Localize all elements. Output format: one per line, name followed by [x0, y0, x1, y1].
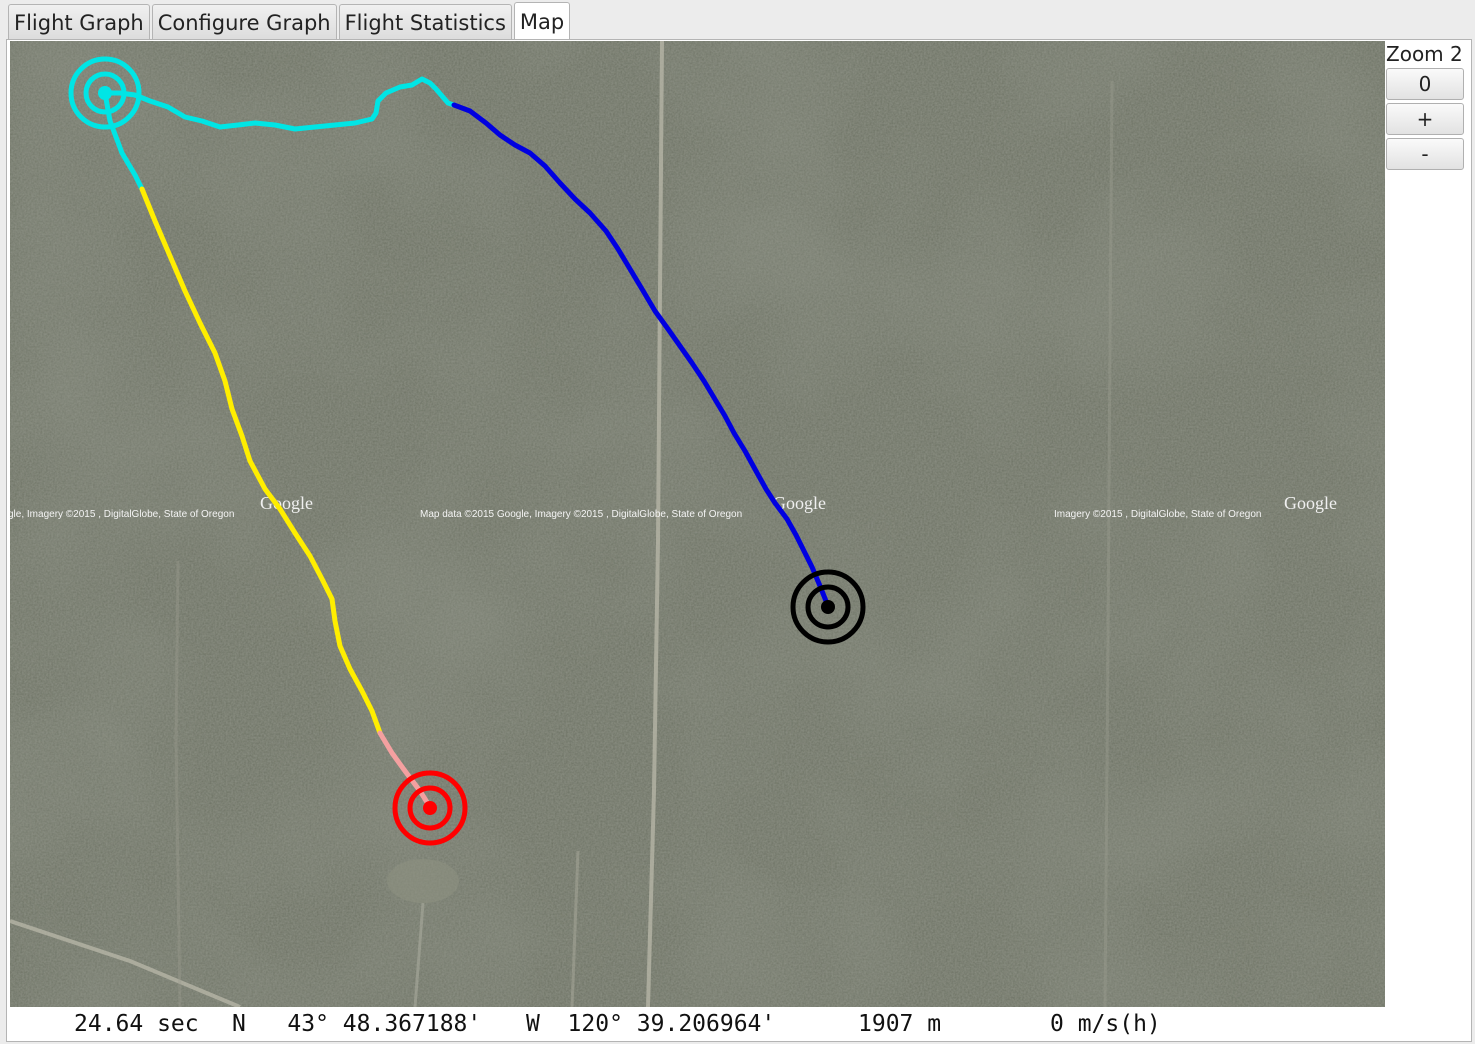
launch-marker[interactable] — [68, 56, 142, 130]
track-coast-cyan — [102, 76, 457, 132]
track-descent-blue — [451, 102, 831, 609]
attribution-center: Map data ©2015 Google, Imagery ©2015 , D… — [420, 509, 742, 520]
zoom-out-button[interactable]: - — [1386, 138, 1464, 170]
road-west-track — [174, 560, 182, 1007]
tab-flight-graph[interactable]: Flight Graph — [8, 4, 150, 40]
zoom-reset-button[interactable]: 0 — [1386, 68, 1464, 100]
zoom-in-button[interactable]: + — [1386, 103, 1464, 135]
status-altitude: 1907 m — [858, 1011, 942, 1037]
tab-map[interactable]: Map — [513, 2, 571, 40]
attribution-right: Imagery ©2015 , DigitalGlobe, State of O… — [1054, 509, 1261, 520]
tab-bar: Flight Graph Configure Graph Flight Stat… — [0, 0, 1475, 40]
tab-flight-statistics[interactable]: Flight Statistics — [338, 4, 512, 40]
track-drogue-yellow — [139, 186, 383, 736]
landing-marker[interactable] — [392, 770, 468, 846]
clearing — [387, 859, 459, 903]
road-south-spur — [413, 902, 425, 1007]
track-landing-pink — [377, 730, 433, 810]
imagery-shading — [10, 41, 1385, 1007]
google-logo-3: Google — [1284, 493, 1337, 513]
status-speed: 0 m/s(h) — [1050, 1011, 1161, 1037]
road-east-track — [1103, 80, 1114, 1007]
status-longitude: W 120° 39.206964' — [526, 1011, 776, 1037]
attribution-left: gle, Imagery ©2015 , DigitalGlobe, State… — [10, 509, 234, 520]
status-time: 24.64 sec — [74, 1011, 199, 1037]
map-canvas[interactable]: gle, Imagery ©2015 , DigitalGlobe, State… — [10, 41, 1385, 1007]
tab-configure-graph[interactable]: Configure Graph — [151, 4, 337, 40]
road-south-spur-2 — [570, 850, 580, 1007]
apogee-marker[interactable] — [790, 569, 866, 645]
road-north-south — [646, 41, 664, 1007]
status-latitude: N 43° 48.367188' — [232, 1011, 482, 1037]
road-diagonal — [10, 919, 241, 1007]
google-logo-2: Google — [773, 493, 826, 513]
zoom-panel — [1385, 41, 1471, 1007]
zoom-level-label: Zoom 2 — [1386, 42, 1463, 66]
map-view[interactable]: gle, Imagery ©2015 , DigitalGlobe, State… — [10, 41, 1385, 1007]
status-bar: 24.64 sec N 43° 48.367188' W 120° 39.206… — [10, 1008, 1385, 1042]
